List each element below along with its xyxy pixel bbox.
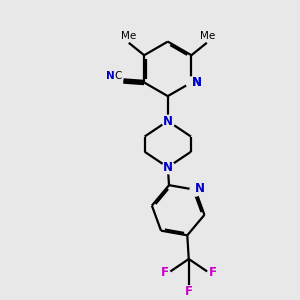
Text: Me: Me [121,31,136,41]
Text: F: F [185,285,193,298]
Text: N: N [191,76,201,89]
Text: F: F [209,266,217,279]
Text: C: C [114,71,122,81]
Text: N: N [163,115,173,128]
Text: N: N [163,161,173,174]
Text: F: F [160,266,169,279]
Text: N: N [106,71,115,81]
Text: N: N [191,76,201,89]
Text: Me: Me [200,31,215,41]
Text: N: N [195,182,205,195]
